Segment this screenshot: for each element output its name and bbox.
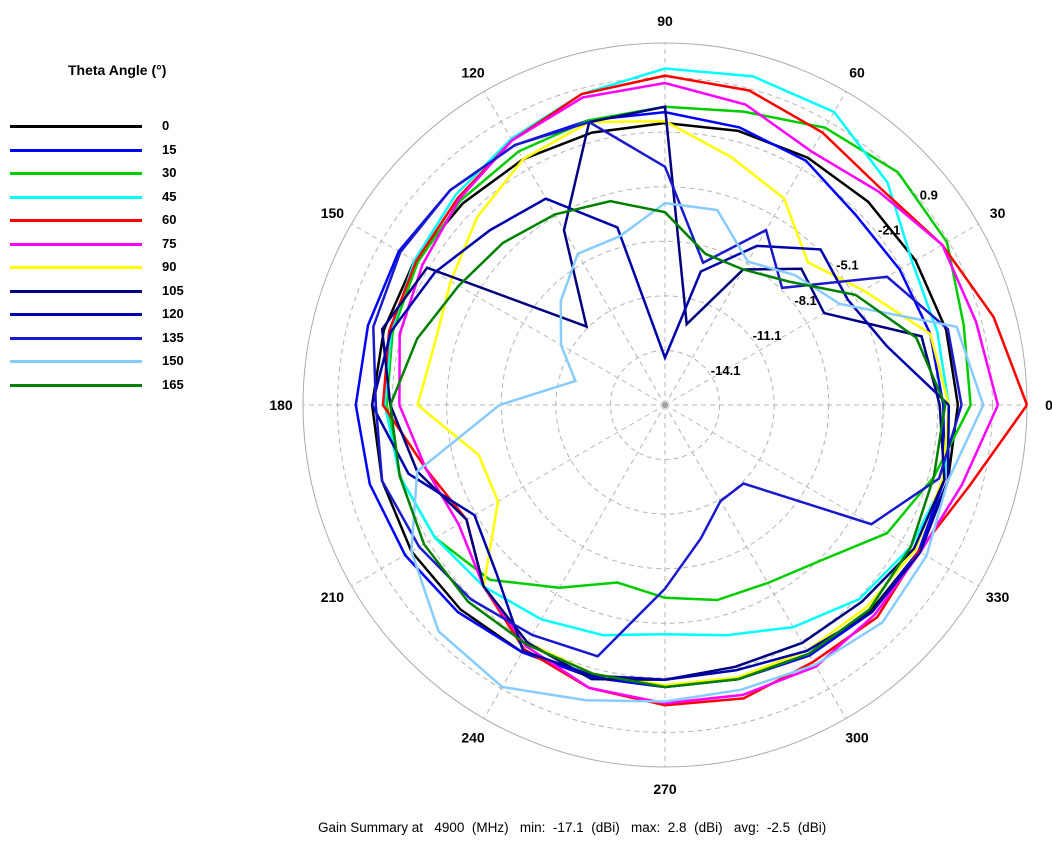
summary-min: -17.1 xyxy=(552,820,584,835)
legend-swatch xyxy=(10,195,142,199)
legend-label: 135 xyxy=(162,329,184,345)
summary-avg-label: avg: xyxy=(733,820,760,835)
angle-label-120: 120 xyxy=(461,64,485,80)
legend-swatch xyxy=(10,360,142,363)
angle-label-90: 90 xyxy=(657,13,673,29)
spoke-240 xyxy=(483,404,666,719)
spoke-30 xyxy=(664,223,979,406)
summary-min-unit: (dBi) xyxy=(591,820,620,835)
legend-label: 150 xyxy=(162,353,184,368)
legend-swatch xyxy=(10,289,142,293)
series-line-45 xyxy=(383,67,951,637)
legend-label: 0 xyxy=(162,118,170,133)
spoke-150 xyxy=(351,223,666,406)
polar-grid xyxy=(302,42,1028,768)
ring-label-4: -2.1 xyxy=(878,223,900,238)
summary-prefix: Gain Summary at xyxy=(318,820,424,835)
summary-max: 2.8 xyxy=(667,820,687,835)
angle-label-270: 270 xyxy=(653,781,677,797)
series-line-150 xyxy=(410,201,985,703)
legend-label: 75 xyxy=(162,235,177,251)
angle-label-330: 330 xyxy=(986,589,1010,605)
ring-label-1: -11.1 xyxy=(753,328,782,343)
center-point xyxy=(662,402,668,408)
legend-label: 90 xyxy=(162,259,177,274)
legend-swatch xyxy=(10,383,142,387)
spoke-120 xyxy=(483,91,666,406)
spoke-210 xyxy=(351,404,666,587)
ring-label-0: -14.1 xyxy=(711,363,741,378)
series-line-120 xyxy=(370,197,951,681)
angle-label-0: 0 xyxy=(1045,397,1052,413)
legend-label: 15 xyxy=(162,141,177,157)
legend-label: 30 xyxy=(162,165,177,180)
legend-label: 165 xyxy=(162,376,184,392)
legend-title: Theta Angle (°) xyxy=(68,62,167,78)
legend-swatch xyxy=(10,172,142,175)
legend-label: 120 xyxy=(162,306,184,321)
ring-label-5: 0.9 xyxy=(920,188,938,203)
series-line-15 xyxy=(354,110,946,689)
legend-swatch xyxy=(10,266,142,269)
legend-swatch xyxy=(10,242,142,246)
legend-swatch xyxy=(10,219,142,222)
legend-swatch xyxy=(10,125,142,128)
summary-freq: 4900 xyxy=(434,820,465,835)
legend-label: 105 xyxy=(162,282,184,298)
legend-swatch xyxy=(10,148,142,152)
angle-label-210: 210 xyxy=(321,589,345,605)
angle-label-240: 240 xyxy=(461,730,485,746)
angle-label-300: 300 xyxy=(845,730,869,746)
gain-summary: Gain Summary at 4900 (MHz) min: -17.1 (d… xyxy=(318,820,826,835)
legend-swatch xyxy=(10,313,142,316)
series-line-135 xyxy=(372,120,963,658)
angle-label-30: 30 xyxy=(990,205,1006,221)
angle-label-150: 150 xyxy=(321,205,345,221)
summary-freq-unit: (MHz) xyxy=(471,820,509,835)
series-line-30 xyxy=(385,105,972,602)
series-line-75 xyxy=(398,81,1000,705)
summary-min-label: min: xyxy=(519,820,546,835)
legend-label: 60 xyxy=(162,212,177,227)
summary-avg-unit: (dBi) xyxy=(797,820,827,835)
ring-label-2: -8.1 xyxy=(794,293,816,308)
legend-label: 45 xyxy=(162,188,177,204)
series-line-165 xyxy=(389,199,947,689)
summary-avg: -2.5 xyxy=(766,820,791,835)
summary-max-label: max: xyxy=(631,820,661,835)
spoke-60 xyxy=(664,91,847,406)
angle-label-60: 60 xyxy=(849,64,865,80)
labels-layer: 0 30 60 90 120 150 180 210 240 270 300 330 -14.1 -11.… xyxy=(269,13,1052,797)
angle-label-180: 180 xyxy=(269,397,293,413)
series-line-60 xyxy=(381,74,1029,707)
summary-max-unit: (dBi) xyxy=(694,820,723,835)
legend-swatch xyxy=(10,336,142,340)
ring-label-3: -5.1 xyxy=(836,258,858,273)
series-layer xyxy=(354,67,1029,707)
